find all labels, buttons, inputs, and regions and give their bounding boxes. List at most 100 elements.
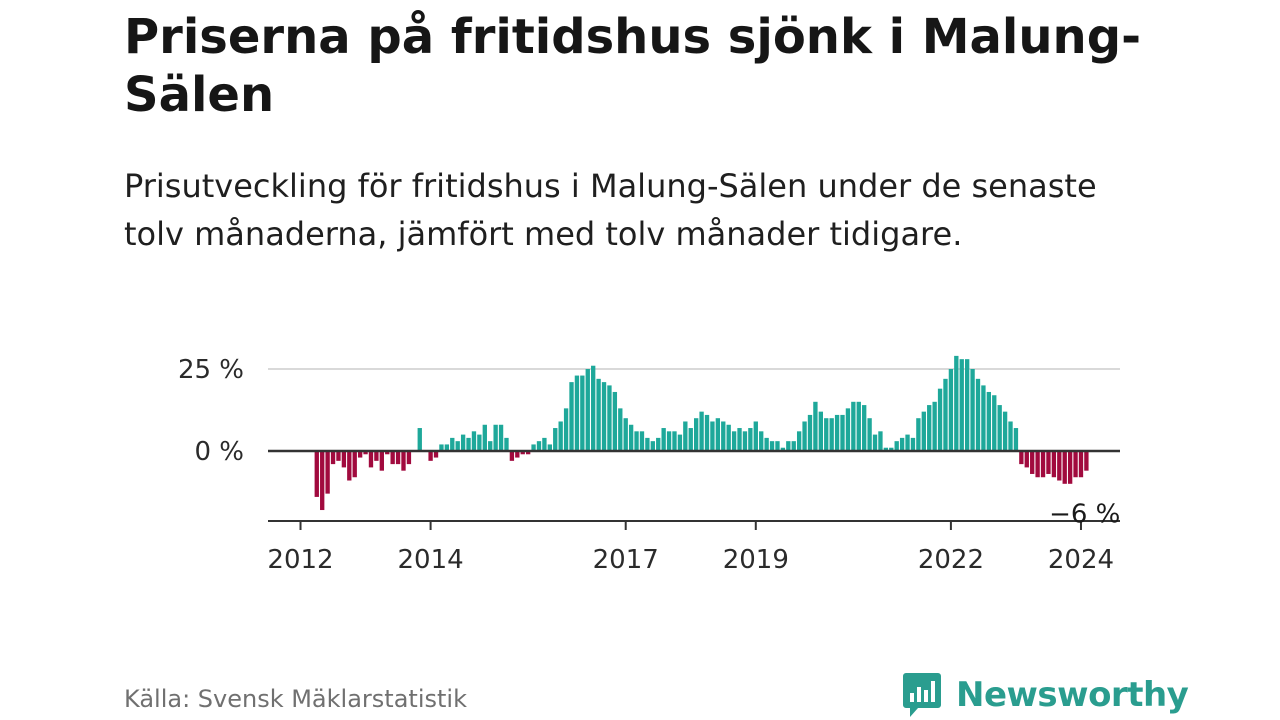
bar: [596, 378, 601, 451]
source-note: Källa: Svensk Mäklarstatistik: [124, 685, 467, 713]
bar: [829, 418, 834, 451]
bar: [981, 385, 986, 451]
bar: [1002, 411, 1008, 451]
bar: [694, 418, 699, 451]
bar: [1067, 451, 1073, 484]
bar: [553, 428, 558, 451]
bar: [992, 395, 997, 451]
bar: [780, 447, 786, 451]
bar: [347, 451, 352, 481]
bar: [542, 437, 547, 451]
bar: [314, 451, 319, 497]
bar: [531, 444, 536, 451]
bar: [357, 451, 363, 458]
bar: [574, 375, 580, 451]
bar: [683, 421, 688, 451]
bar: [450, 437, 455, 451]
bar: [1035, 451, 1040, 478]
bar: [460, 434, 466, 451]
bar: [845, 408, 851, 451]
bar: [417, 428, 422, 451]
bar: [856, 401, 861, 451]
bar: [368, 451, 374, 468]
bar: [699, 411, 704, 451]
bar: [948, 369, 954, 451]
x-tick-label: 2022: [918, 545, 984, 575]
bar: [623, 418, 628, 451]
x-tick-label: 2014: [398, 545, 464, 575]
bar: [764, 437, 769, 451]
bar: [395, 451, 401, 465]
bar: [1019, 451, 1024, 465]
bar: [433, 451, 439, 458]
bar: [899, 437, 905, 451]
bar: [320, 451, 325, 511]
bar: [1008, 421, 1013, 451]
bar: [1073, 451, 1078, 478]
brand-name: Newsworthy: [956, 675, 1189, 715]
bar: [379, 451, 384, 471]
newsworthy-brand: Newsworthy: [902, 670, 1189, 720]
bar: [997, 405, 1002, 451]
bar: [753, 421, 758, 451]
x-tick-label: 2017: [593, 545, 659, 575]
bar: [547, 444, 552, 451]
bar: [520, 451, 525, 455]
bar: [688, 428, 693, 451]
bar: [715, 418, 721, 451]
bar: [536, 441, 542, 451]
bar: [1057, 451, 1062, 481]
bar: [618, 408, 623, 451]
bar: [862, 405, 867, 451]
bar: [591, 365, 596, 451]
bar: [964, 359, 970, 451]
bar: [455, 441, 460, 451]
bar: [628, 424, 634, 451]
bar: [905, 434, 910, 451]
bar: [509, 451, 515, 461]
bar: [889, 447, 894, 451]
bar: [650, 441, 655, 451]
bar: [731, 431, 737, 451]
bar: [834, 414, 840, 451]
bar: [493, 424, 498, 451]
chart-subtitle: Prisutveckling för fritidshus i Malung-S…: [124, 167, 1097, 253]
bar: [1084, 451, 1089, 471]
bar: [791, 441, 796, 451]
bar: [726, 424, 731, 451]
bar: [401, 451, 406, 471]
x-tick-label: 2019: [723, 545, 789, 575]
bar: [488, 441, 493, 451]
bar: [585, 369, 590, 451]
bar: [563, 408, 569, 451]
bar: [851, 401, 856, 451]
bar: [341, 451, 347, 468]
bar: [813, 401, 818, 451]
bar: [986, 391, 992, 451]
bar: [748, 428, 753, 451]
bar: [672, 431, 677, 451]
bar: [330, 451, 336, 465]
bar: [1051, 451, 1057, 478]
bar: [666, 431, 672, 451]
x-tick-label: 2024: [1048, 545, 1114, 575]
bar: [959, 359, 964, 451]
bar: [612, 391, 618, 451]
bar: [466, 437, 471, 451]
bar: [558, 421, 563, 451]
bar: [840, 414, 845, 451]
latest-value-label: −6 %: [1049, 500, 1120, 530]
bar: [759, 431, 764, 451]
y-tick-label: 0 %: [194, 437, 244, 467]
bar: [796, 431, 802, 451]
bar: [883, 447, 889, 451]
bar-chart: 0 % 25 % 2012 2014 2017 2019 2022 2024 −6 %: [178, 355, 1120, 575]
bar: [471, 431, 477, 451]
bar: [1040, 451, 1046, 478]
bar: [921, 411, 926, 451]
bar: [607, 385, 612, 451]
bar: [769, 441, 775, 451]
bar: [710, 421, 715, 451]
bar: [1046, 451, 1051, 474]
bar: [786, 441, 791, 451]
